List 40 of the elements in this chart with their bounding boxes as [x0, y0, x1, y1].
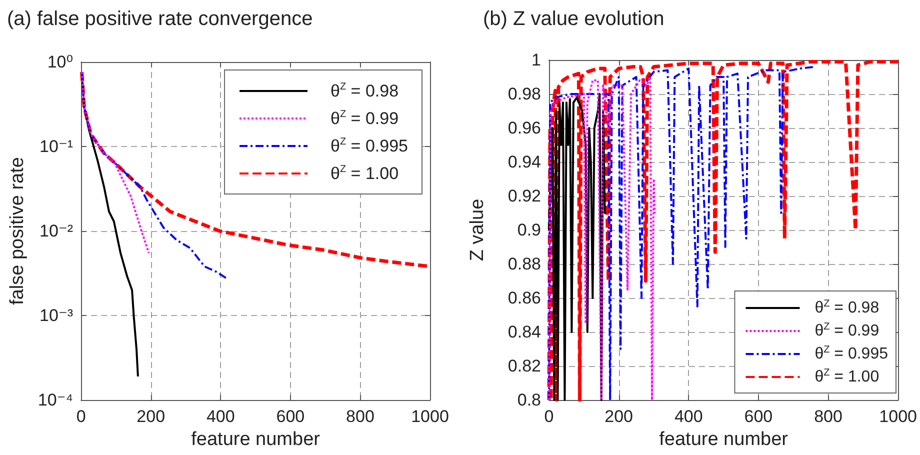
- x-tick-label: 0: [76, 407, 86, 426]
- y-tick-label: 0.84: [508, 322, 541, 342]
- x-tick-label: 0: [544, 407, 554, 426]
- x-axis-title: feature number: [191, 428, 321, 450]
- x-tick-label: 400: [674, 407, 703, 426]
- y-tick-label: 10⁻¹: [40, 137, 74, 156]
- y-tick-label: 0.94: [508, 152, 541, 172]
- x-tick-label: 600: [744, 407, 773, 426]
- y-tick-label: 10⁰: [47, 52, 74, 72]
- chart-title: (a) false positive rate convergence: [7, 8, 313, 30]
- x-tick-label: 800: [814, 407, 842, 426]
- y-tick-label: 0.86: [508, 288, 541, 308]
- x-tick-label: 400: [206, 407, 235, 426]
- y-tick-label: 0.98: [508, 84, 541, 104]
- line-series: [80, 71, 150, 254]
- line-series: [547, 60, 900, 402]
- x-tick-label: 1000: [879, 407, 918, 426]
- x-tick-label: 1000: [411, 407, 449, 426]
- line-series: [548, 76, 656, 401]
- y-tick-label: 10⁻³: [40, 306, 74, 325]
- y-tick-label: 0.88: [508, 254, 541, 274]
- line-series: [548, 93, 607, 401]
- x-tick-label: 200: [604, 407, 634, 426]
- y-tick-label: 0.9: [517, 220, 541, 240]
- y-tick-label: 10⁻²: [40, 222, 74, 240]
- y-tick-label: 1: [532, 50, 541, 70]
- y-tick-label: 0.82: [508, 356, 541, 376]
- x-axis-title: feature number: [659, 428, 789, 450]
- line-series: [80, 71, 229, 280]
- line-series: [548, 66, 816, 401]
- x-tick-label: 600: [276, 407, 305, 426]
- y-tick-label: 0.8: [517, 390, 541, 410]
- y-axis-title: Z value: [467, 198, 488, 262]
- chart-title: (b) Z value evolution: [483, 8, 664, 30]
- y-tick-label: 0.92: [508, 186, 541, 206]
- y-tick-label: 10⁻⁴: [38, 390, 74, 410]
- y-tick-label: 0.96: [508, 118, 541, 138]
- x-tick-label: 200: [136, 407, 166, 426]
- x-tick-label: 800: [346, 407, 374, 426]
- y-axis-title: false positive rate: [7, 157, 28, 305]
